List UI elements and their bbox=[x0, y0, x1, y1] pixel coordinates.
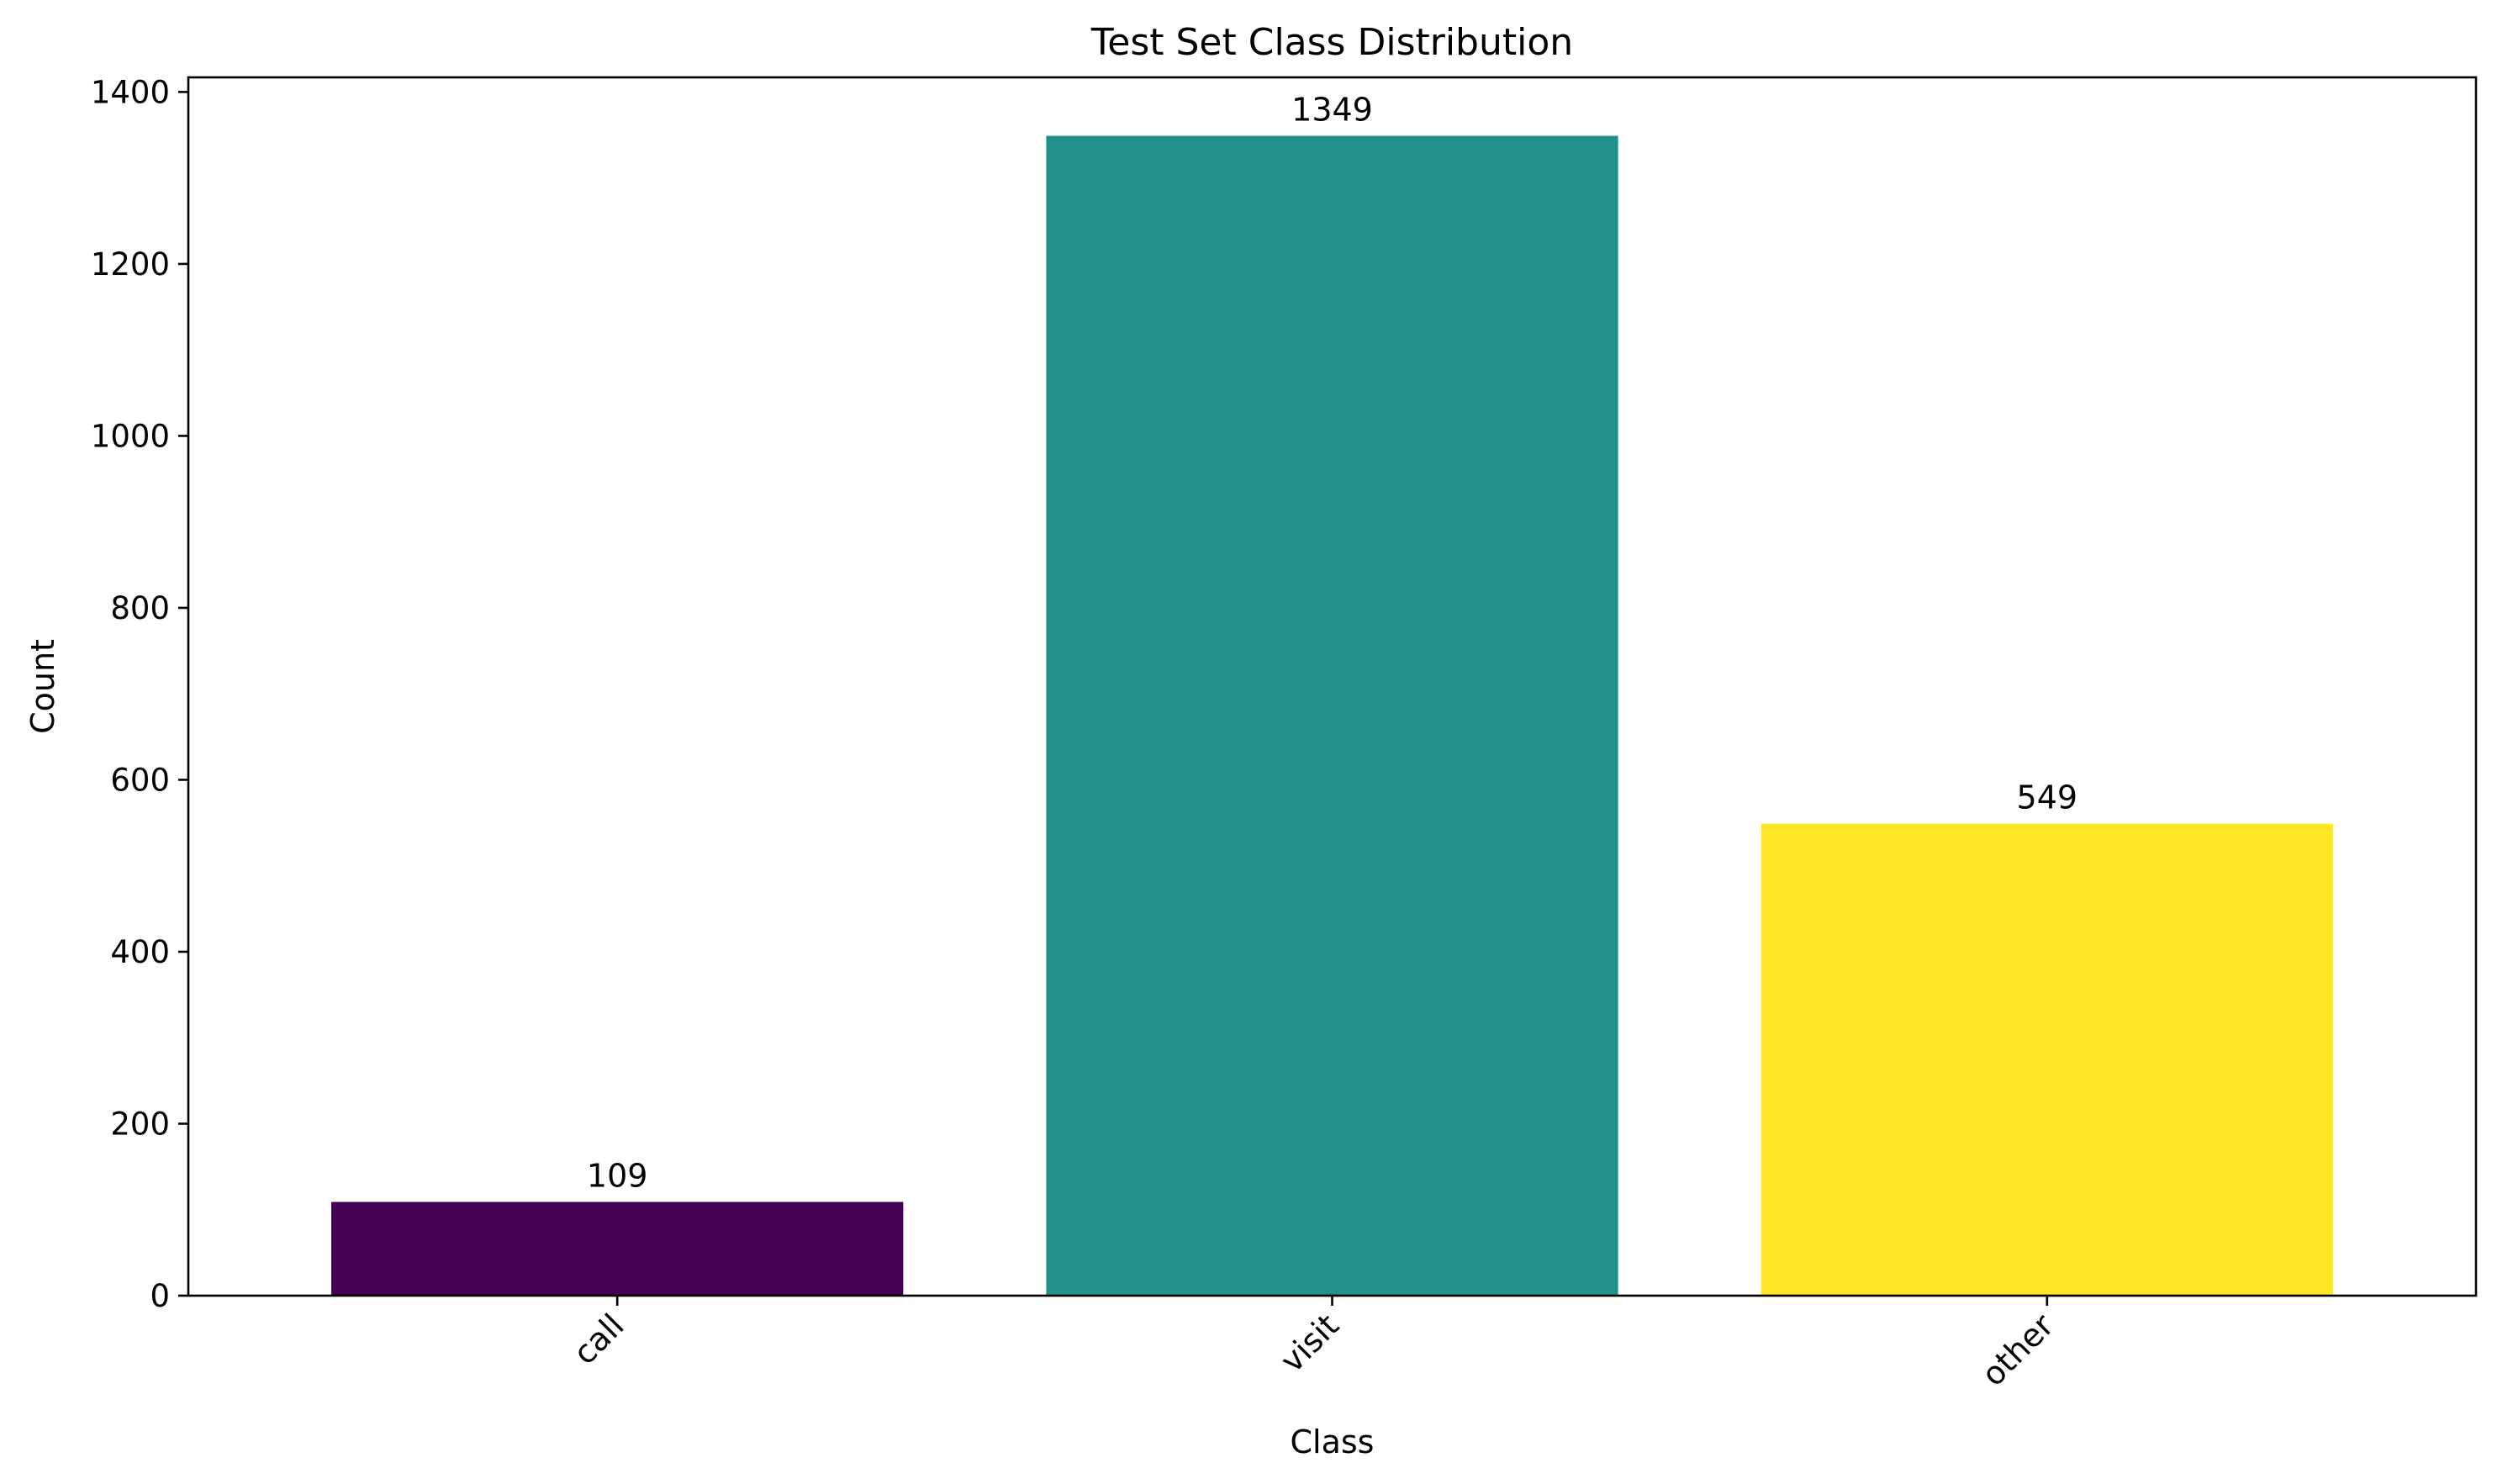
value-label-visit: 1349 bbox=[1291, 92, 1373, 129]
y-tick-label: 1000 bbox=[91, 418, 170, 454]
y-tick-label: 400 bbox=[110, 934, 170, 970]
y-axis: 0 200 400 600 800 1000 1200 1400 bbox=[91, 74, 188, 1314]
y-tick-label: 1400 bbox=[91, 74, 170, 110]
y-tick-label: 800 bbox=[110, 590, 170, 626]
bar-visit bbox=[1046, 135, 1618, 1296]
bar-call bbox=[331, 1201, 904, 1296]
y-tick-label: 0 bbox=[150, 1278, 170, 1314]
bars-layer bbox=[331, 135, 2333, 1296]
chart-title: Test Set Class Distribution bbox=[1090, 21, 1573, 64]
x-axis-label: Class bbox=[1291, 1423, 1375, 1460]
y-tick-label: 200 bbox=[110, 1106, 170, 1142]
bar-other bbox=[1761, 823, 2333, 1296]
value-labels-layer: 109 1349 549 bbox=[587, 92, 2077, 1195]
value-label-call: 109 bbox=[587, 1158, 648, 1195]
y-tick-label: 1200 bbox=[91, 246, 170, 283]
y-axis-label: Count bbox=[24, 639, 61, 734]
value-label-other: 549 bbox=[2017, 779, 2078, 816]
y-tick-label: 600 bbox=[110, 762, 170, 798]
